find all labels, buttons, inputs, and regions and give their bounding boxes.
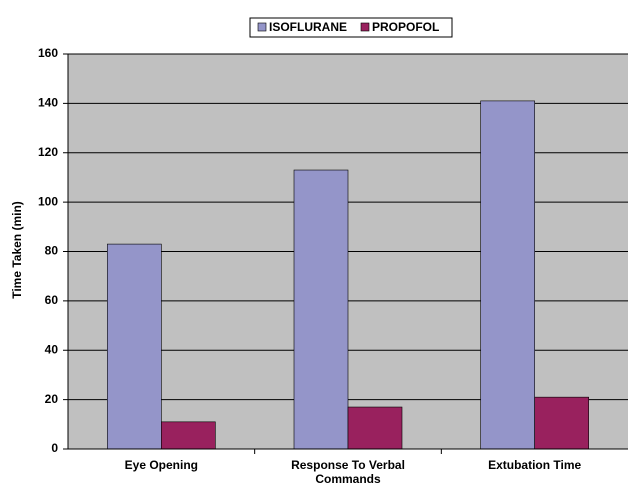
- legend-label: ISOFLURANE: [269, 20, 347, 34]
- bar: [161, 421, 216, 450]
- legend-swatch: [257, 22, 267, 32]
- y-axis-label: Time Taken (min): [10, 201, 24, 299]
- y-tick-label: 140: [38, 96, 58, 110]
- x-tick-label: Response To Verbal Commands: [291, 458, 405, 484]
- y-tick-label: 0: [51, 441, 58, 455]
- legend-swatch: [360, 22, 370, 32]
- y-tick-label: 120: [38, 145, 58, 159]
- y-tick-label: 40: [45, 342, 59, 356]
- y-tick-label: 80: [45, 244, 59, 258]
- y-tick-label: 20: [45, 392, 59, 406]
- legend-box: [249, 17, 453, 38]
- bar: [293, 169, 349, 450]
- y-tick-label: 160: [38, 46, 58, 60]
- legend-label: PROPOFOL: [372, 20, 439, 34]
- bar: [347, 406, 403, 450]
- bar: [480, 100, 535, 450]
- bar: [107, 243, 162, 450]
- bar: [534, 396, 589, 450]
- y-tick-label: 60: [45, 293, 59, 307]
- y-tick-label: 100: [38, 194, 58, 208]
- x-tick-label: Eye Opening: [124, 458, 198, 472]
- x-tick-label: Extubation Time: [488, 458, 582, 472]
